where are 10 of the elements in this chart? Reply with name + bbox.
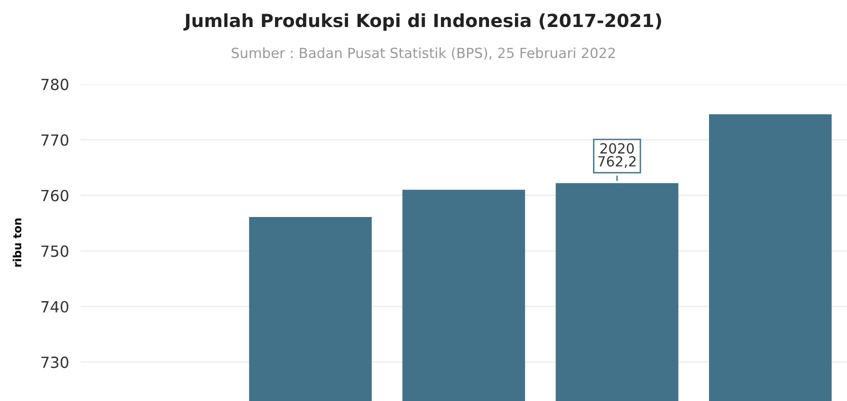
chart-title: Jumlah Produksi Kopi di Indonesia (2017-2021) xyxy=(183,13,662,31)
y-tick-label: 750 xyxy=(41,245,68,257)
y-tick-label: 780 xyxy=(41,78,68,90)
y-tick-label: 730 xyxy=(41,356,68,368)
y-axis-title: ribu ton xyxy=(12,218,22,267)
annotation: 2020 762,2 xyxy=(598,143,636,168)
y-tick-label: 740 xyxy=(41,300,68,313)
y-tick-label: 770 xyxy=(41,134,68,146)
y-tick-label: 760 xyxy=(41,190,68,202)
chart-subtitle: Sumber : Badan Pusat Statistik (BPS), 25 Februari 2022 xyxy=(232,47,615,60)
